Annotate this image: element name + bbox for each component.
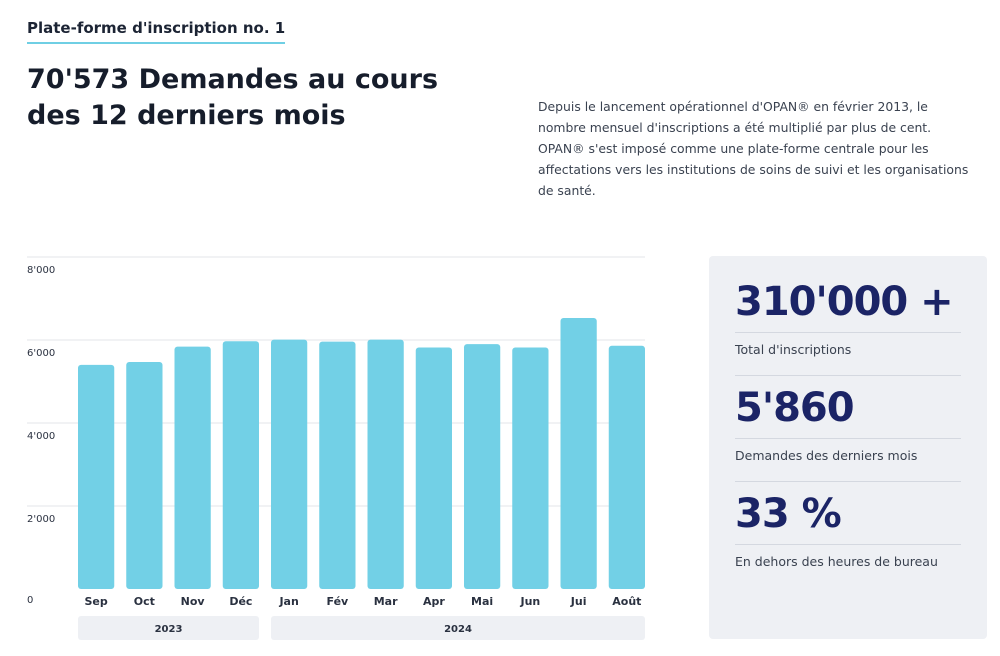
x-category-label: Oct (134, 595, 155, 608)
bar-jun (512, 347, 549, 589)
bar-août (608, 345, 645, 589)
intro-paragraph: Depuis le lancement opérationnel d'OPAN®… (538, 99, 969, 198)
monthly-requests-bar-chart: 0 2'000 4'000 6'000 8'000 Sep Oct Nov Déc Jan Fév M… (27, 256, 645, 640)
bar-sep (78, 364, 115, 589)
stat-total-registrations: 310'000 + Total d'inscriptions (735, 280, 961, 376)
stat-outside-office-hours: 33 % En dehors des heures de bureau (735, 492, 961, 587)
y-tick-label: 0 (27, 595, 33, 606)
year-group-band (271, 616, 645, 640)
y-tick-label: 6'000 (27, 348, 55, 359)
bar-mar (367, 339, 404, 589)
x-category-label: Mai (471, 595, 493, 608)
x-category-label: Jun (519, 595, 540, 608)
stat-label: En dehors des heures de bureau (735, 554, 938, 569)
bar-déc (222, 341, 259, 589)
bar-jui (560, 318, 597, 589)
x-category-label: Sep (84, 595, 107, 608)
x-category-label: Jui (570, 595, 587, 608)
bar-fév (319, 341, 356, 589)
stat-label: Total d'inscriptions (735, 342, 852, 357)
stat-value: 5'860 (735, 386, 961, 439)
x-category-label: Jan (278, 595, 298, 608)
year-group-band (78, 616, 259, 640)
x-category-label: Août (612, 595, 641, 608)
y-tick-label: 8'000 (27, 265, 55, 276)
page-headline: 70'573 Demandes au cours des 12 derniers… (27, 64, 439, 131)
stat-value: 310'000 + (735, 280, 961, 333)
eyebrow-title: Plate-forme d'inscription no. 1 (27, 19, 286, 44)
x-category-label: Mar (374, 595, 398, 608)
year-group-label: 2023 (155, 624, 183, 635)
stat-value: 33 % (735, 492, 961, 545)
year-group-label: 2024 (444, 624, 472, 635)
bar-mai (464, 344, 501, 589)
x-category-label: Déc (229, 595, 252, 608)
stat-label: Demandes des derniers mois (735, 448, 918, 463)
bar-oct (126, 361, 163, 589)
x-category-label: Apr (423, 595, 445, 608)
label-layer: 0 2'000 4'000 6'000 8'000 Sep Oct Nov Déc Jan Fév M… (27, 265, 645, 640)
bar-layer (78, 318, 645, 589)
bar-nov (174, 346, 211, 589)
bar-apr (415, 347, 452, 589)
x-category-label: Fév (327, 595, 350, 608)
y-tick-label: 4'000 (27, 431, 55, 442)
stats-panel: 310'000 + Total d'inscriptions 5'860 Dem… (709, 256, 987, 639)
x-category-label: Nov (181, 595, 206, 608)
y-tick-label: 2'000 (27, 514, 55, 525)
stat-last-month-requests: 5'860 Demandes des derniers mois (735, 386, 961, 482)
bar-jan (271, 339, 308, 589)
